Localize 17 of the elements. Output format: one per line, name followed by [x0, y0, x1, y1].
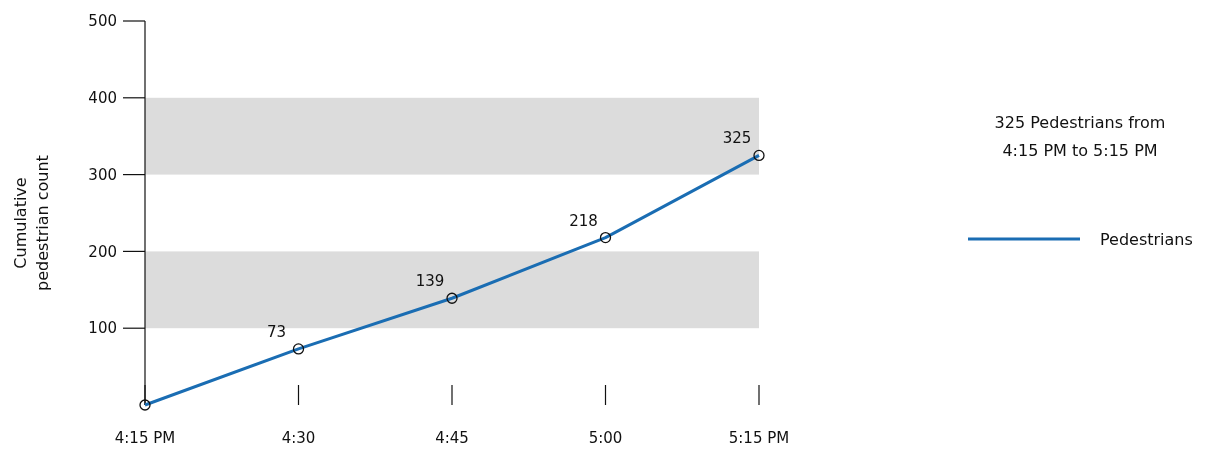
x-tick-label: 4:30: [281, 429, 316, 448]
y-tick-label: 500: [88, 12, 117, 31]
data-label: 73: [266, 322, 287, 341]
data-label: 139: [415, 272, 445, 291]
y-tick-label: 100: [88, 319, 117, 338]
x-tick-label: 4:45: [435, 429, 469, 448]
y-tick-label: 200: [88, 242, 117, 261]
text: Pedestrians: [1100, 229, 1193, 249]
x-tick-label: 5:00: [588, 429, 623, 448]
y-tick-label: 300: [88, 165, 117, 184]
text: 325 Pedestrians from 4:15 PM to 5:15 PM: [994, 113, 1166, 160]
y-tick-label: 400: [88, 89, 117, 108]
data-label: 325: [722, 129, 752, 148]
y-axis-title: Cumulative pedestrian count: [11, 155, 52, 291]
x-tick-label: 4:15 PM: [114, 429, 176, 448]
x-tick-label: 5:15 PM: [728, 429, 790, 448]
data-label: 218: [569, 211, 598, 230]
